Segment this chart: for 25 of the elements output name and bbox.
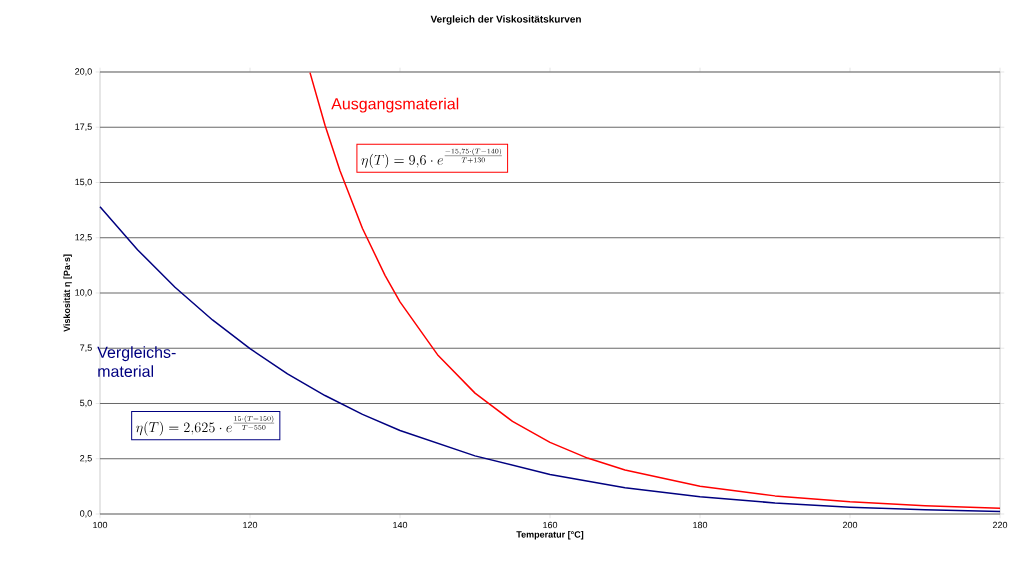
x-tick-label: 200 — [842, 521, 858, 529]
y-tick-label: 5,0 — [80, 399, 92, 408]
x-tick-label: 160 — [543, 521, 558, 529]
y-axis-title: Viskosität η [Pa·s] — [63, 254, 72, 332]
x-tick-label: 140 — [393, 521, 408, 529]
annotation: $\eta(T) = 9{,}6 \cdot e^{\frac{-15{,}75\cdot(T-140)}{T+130}}$ — [361, 148, 502, 169]
y-tick-label: 0,0 — [80, 510, 92, 518]
annotation: $\eta(T) = 2{,}625 \cdot e^{\frac{15\cdot(T-150)}{T-550}}$ — [136, 415, 275, 436]
x-tick-label: 180 — [693, 521, 708, 529]
y-tick-label: 10,0 — [75, 289, 92, 297]
y-tick-label: 2,5 — [80, 455, 92, 463]
y-tick-label: 12,5 — [75, 234, 92, 242]
x-tick-label: 120 — [243, 521, 258, 529]
line-series — [99, 206, 1001, 513]
y-tick-label: 20,0 — [75, 68, 92, 76]
x-tick-label: 100 — [93, 521, 108, 529]
x-axis-title: Temperatur [°C] — [516, 531, 584, 540]
x-tick-label: 220 — [992, 521, 1008, 529]
y-tick-label: 15,0 — [75, 178, 92, 187]
text: Vergleichs-material — [97, 346, 176, 377]
chart-title: Vergleich der Viskositätskurven — [430, 15, 581, 25]
line-series — [309, 71, 1001, 509]
y-tick-label: 7,5 — [80, 344, 92, 352]
y-tick-label: 17,5 — [75, 123, 92, 131]
series-label: Ausgangsmaterial — [331, 97, 459, 113]
